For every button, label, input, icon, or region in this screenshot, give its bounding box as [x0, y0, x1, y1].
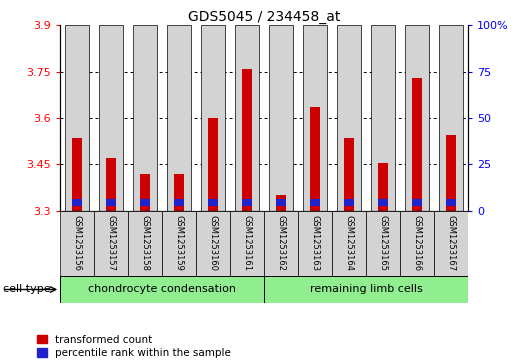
Bar — [243, 69, 252, 211]
Bar — [303, 25, 327, 211]
Bar — [298, 211, 332, 276]
Bar — [447, 135, 456, 211]
Bar — [209, 118, 218, 211]
Bar — [413, 78, 422, 211]
Legend: transformed count, percentile rank within the sample: transformed count, percentile rank withi… — [37, 335, 231, 358]
Bar — [264, 276, 468, 303]
Bar — [447, 199, 456, 206]
Text: GSM1253160: GSM1253160 — [209, 215, 218, 271]
Bar — [73, 199, 82, 206]
Bar — [413, 199, 422, 206]
Text: chondrocyte condensation: chondrocyte condensation — [88, 285, 236, 294]
Bar — [269, 25, 293, 211]
Bar — [345, 138, 354, 211]
Bar — [230, 211, 264, 276]
Bar — [60, 276, 264, 303]
Bar — [345, 199, 354, 206]
Bar — [133, 25, 157, 211]
Bar — [235, 25, 259, 211]
Bar — [175, 199, 184, 206]
Bar — [264, 211, 298, 276]
Bar — [379, 199, 388, 206]
Title: GDS5045 / 234458_at: GDS5045 / 234458_at — [188, 11, 340, 24]
Bar — [107, 158, 116, 211]
Bar — [405, 25, 429, 211]
Bar — [400, 211, 434, 276]
Bar — [243, 199, 252, 206]
Bar — [94, 211, 128, 276]
Text: GSM1253163: GSM1253163 — [311, 215, 320, 271]
Bar — [107, 199, 116, 206]
Bar — [99, 25, 123, 211]
Bar — [277, 195, 286, 211]
Text: GSM1253157: GSM1253157 — [107, 215, 116, 271]
Bar — [162, 211, 196, 276]
Text: GSM1253156: GSM1253156 — [73, 215, 82, 271]
Bar — [311, 107, 320, 211]
Text: GSM1253165: GSM1253165 — [379, 215, 388, 271]
Bar — [332, 211, 366, 276]
Bar — [311, 199, 320, 206]
Bar — [371, 25, 395, 211]
Text: remaining limb cells: remaining limb cells — [310, 285, 423, 294]
Bar — [366, 211, 400, 276]
Bar — [65, 25, 89, 211]
Bar — [277, 199, 286, 206]
Bar — [73, 138, 82, 211]
Bar — [379, 163, 388, 211]
Bar — [201, 25, 225, 211]
Bar — [209, 199, 218, 206]
Text: GSM1253159: GSM1253159 — [175, 215, 184, 271]
Text: GSM1253161: GSM1253161 — [243, 215, 252, 271]
Text: cell type: cell type — [3, 285, 50, 294]
Text: GSM1253164: GSM1253164 — [345, 215, 354, 271]
Bar — [196, 211, 230, 276]
Bar — [434, 211, 468, 276]
Text: GSM1253166: GSM1253166 — [413, 215, 422, 271]
Bar — [167, 25, 191, 211]
Bar — [141, 199, 150, 206]
Text: GSM1253162: GSM1253162 — [277, 215, 286, 271]
Bar — [175, 174, 184, 211]
Bar — [60, 211, 94, 276]
Bar — [141, 174, 150, 211]
Bar — [128, 211, 162, 276]
Bar — [439, 25, 463, 211]
Text: GSM1253158: GSM1253158 — [141, 215, 150, 271]
Text: GSM1253167: GSM1253167 — [447, 215, 456, 271]
Bar — [337, 25, 361, 211]
